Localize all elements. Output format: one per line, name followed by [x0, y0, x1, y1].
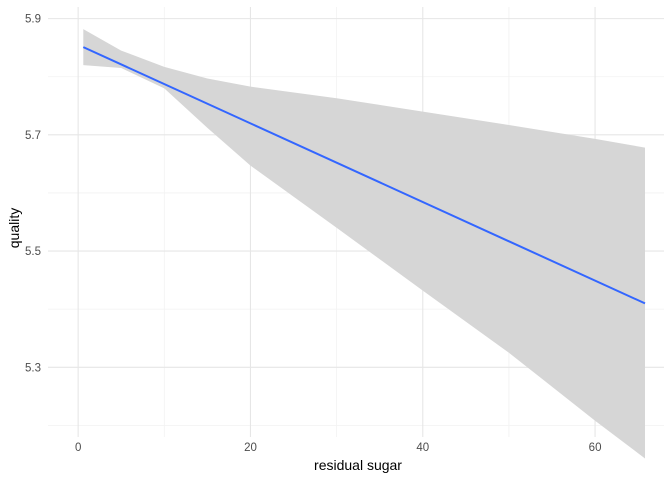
y-tick-label: 5.3	[25, 362, 41, 374]
x-tick-label: 0	[75, 442, 81, 454]
y-tick-label: 5.9	[25, 14, 41, 26]
confidence-bands	[83, 29, 646, 459]
y-tick-label: 5.7	[25, 130, 41, 142]
x-tick-labels: 0 20 40 60	[75, 442, 602, 454]
x-tick-label: 40	[416, 442, 429, 454]
series-lines	[82, 46, 646, 305]
regression-line	[82, 46, 646, 305]
x-axis-title: residual sugar	[314, 457, 402, 473]
x-tick-label: 20	[244, 442, 257, 454]
y-tick-labels: 5.3 5.5 5.7 5.9	[25, 14, 41, 375]
y-axis-title: quality	[6, 208, 22, 248]
x-tick-label: 60	[589, 442, 602, 454]
confidence-band	[83, 29, 646, 459]
y-tick-label: 5.5	[25, 246, 41, 258]
